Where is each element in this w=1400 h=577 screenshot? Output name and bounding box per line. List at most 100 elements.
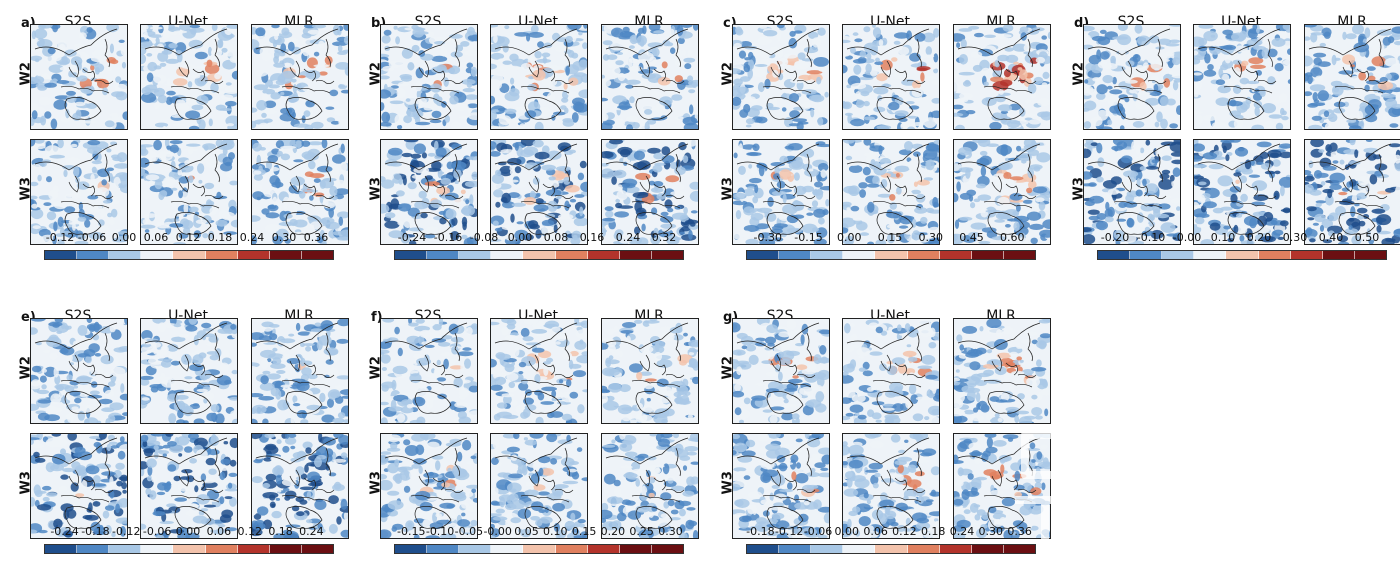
colorbar-swatch [206,545,238,553]
colorbar-swatch [45,251,77,259]
colorbar-tick-label: 0.18 [268,525,293,538]
map-mlr-w2 [251,318,349,424]
colorbar-swatch [238,251,270,259]
colorbar-swatch [843,251,875,259]
colorbar-swatch [908,545,940,553]
map-unet-w2 [842,24,940,130]
map-mlr-w3 [251,433,349,539]
colorbar-tick-label: 0.20 [601,525,626,538]
colorbar-tick-label: 0.06 [207,525,232,538]
colorbar-swatch [811,251,843,259]
colorbar-swatch [1130,251,1162,259]
map-s2s-w3 [732,433,830,539]
colorbar-swatch [652,545,683,553]
colorbar-tick-label: 0.24 [299,525,324,538]
map-s2s-w2 [732,24,830,130]
colorbar-tick-label: 0.12 [892,525,917,538]
colorbar-tick-label: 0.06 [863,525,888,538]
map-mlr-w3 [953,139,1051,245]
colorbar-swatch [1194,251,1226,259]
colorbar-swatch [459,545,491,553]
map-unet-w2 [490,24,588,130]
colorbar-swatch [109,545,141,553]
colorbar-tick-label: 0.50 [1355,231,1380,244]
colorbar-swatch [1162,251,1194,259]
map-unet-w3 [1193,139,1291,245]
colorbar-swatch [141,545,173,553]
colorbar-tick-label: -0.06 [78,231,106,244]
colorbar-tick-label: -0.15 [397,525,425,538]
colorbar-tick-label: 0.36 [1007,525,1032,538]
map-mlr-w2 [601,318,699,424]
colorbar-tick-label: 0.00 [837,231,862,244]
map-s2s-w2 [380,318,478,424]
colorbar-tick-label: -0.16 [434,231,462,244]
colorbar-swatch [491,545,523,553]
colorbar-tick-label: -0.05 [455,525,483,538]
map-s2s-w3 [30,139,128,245]
colorbar-tick-label: 0.30 [1283,231,1308,244]
colorbar [44,544,334,554]
map-mlr-w2 [251,24,349,130]
colorbar [44,250,334,260]
map-s2s-w2 [30,24,128,130]
map-unet-w3 [842,139,940,245]
map-mlr-w2 [601,24,699,130]
colorbar-swatch [270,251,302,259]
colorbar-tick-label: -0.10 [1137,231,1165,244]
colorbar-swatch [779,251,811,259]
colorbar-tick-label: -0.12 [112,525,140,538]
colorbar-swatch [556,251,588,259]
colorbar-tick-label: 0.16 [580,231,605,244]
map-s2s-w3 [732,139,830,245]
colorbar-swatch [427,545,459,553]
colorbar-swatch [747,251,779,259]
colorbar-tick-label: 0.24 [240,231,265,244]
map-mlr-w2 [1304,24,1400,130]
colorbar-swatch [45,545,77,553]
colorbar-tick-label: -0.18 [746,525,774,538]
colorbar-tick-label: 0.32 [652,231,677,244]
colorbar-tick-label: 0.30 [272,231,297,244]
colorbar-tick-label: 0.18 [208,231,233,244]
colorbar-tick-label: -0.15 [794,231,822,244]
colorbar-swatch [1259,251,1291,259]
colorbar-swatch [206,251,238,259]
map-s2s-w2 [380,24,478,130]
map-mlr-w3 [601,139,699,245]
colorbar-tick-label: -0.00 [1173,231,1201,244]
colorbar-tick-label: -0.00 [483,525,511,538]
map-s2s-w2 [732,318,830,424]
colorbar-swatch [875,251,907,259]
colorbar-swatch [940,545,972,553]
map-unet-w2 [842,318,940,424]
colorbar-swatch [747,545,779,553]
colorbar-swatch [1323,251,1355,259]
colorbar [746,250,1036,260]
map-mlr-w3 [953,433,1051,539]
colorbar-swatch [875,545,907,553]
colorbar-swatch [238,545,270,553]
colorbar-swatch [779,545,811,553]
colorbar-swatch [302,545,333,553]
colorbar-tick-label: 0.30 [979,525,1004,538]
map-s2s-w2 [30,318,128,424]
colorbar [1097,250,1387,260]
map-s2s-w2 [1083,24,1181,130]
colorbar-tick-label: -0.18 [81,525,109,538]
colorbar-tick-label: 0.06 [144,231,169,244]
map-s2s-w3 [380,139,478,245]
colorbar-tick-label: -0.30 [754,231,782,244]
colorbar-tick-label: 0.18 [921,525,946,538]
